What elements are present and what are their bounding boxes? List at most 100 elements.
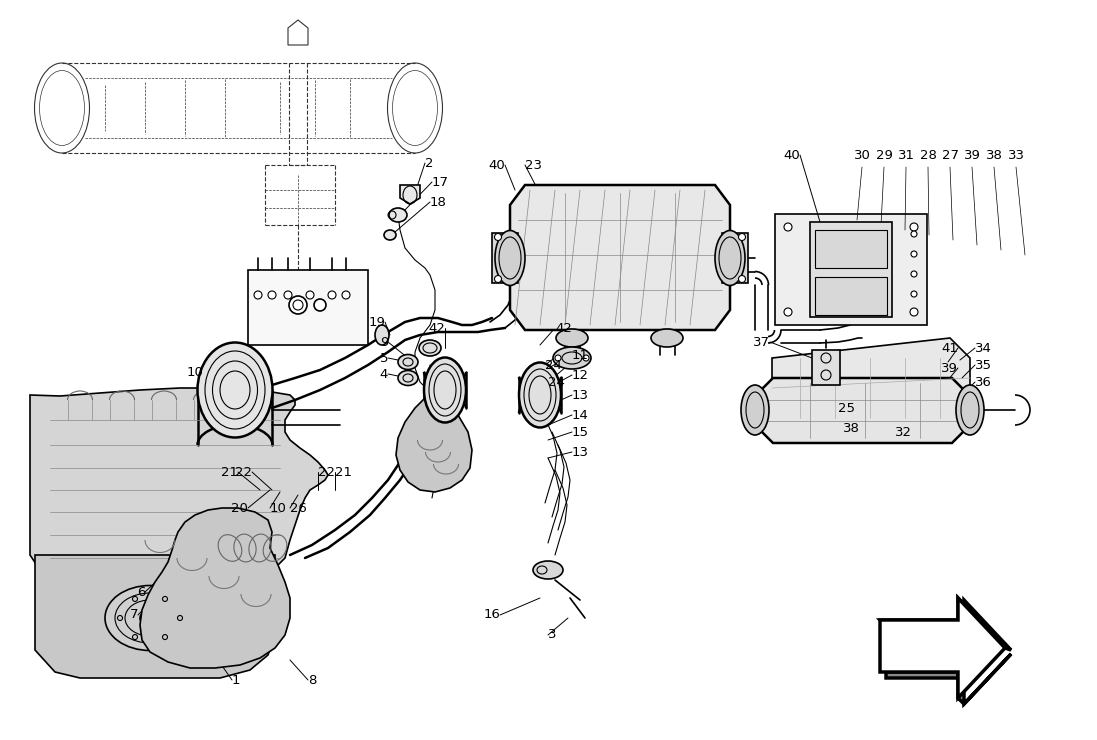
Ellipse shape xyxy=(314,299,326,311)
Text: 39: 39 xyxy=(963,149,981,161)
Ellipse shape xyxy=(738,275,746,283)
Ellipse shape xyxy=(268,291,276,299)
Ellipse shape xyxy=(419,340,441,356)
Ellipse shape xyxy=(911,231,917,237)
Text: 38: 38 xyxy=(985,149,1003,161)
Ellipse shape xyxy=(911,251,917,257)
Text: 38: 38 xyxy=(844,422,860,434)
Text: 12: 12 xyxy=(572,369,589,382)
Text: 39: 39 xyxy=(941,362,958,374)
Text: 35: 35 xyxy=(975,358,992,371)
Text: 41: 41 xyxy=(941,341,958,354)
Ellipse shape xyxy=(342,291,350,299)
Text: 11: 11 xyxy=(572,349,589,362)
Text: 22: 22 xyxy=(235,465,252,479)
Text: 21: 21 xyxy=(335,465,352,479)
Text: 5: 5 xyxy=(380,352,388,365)
Text: 31: 31 xyxy=(897,149,915,161)
Ellipse shape xyxy=(197,343,272,437)
Ellipse shape xyxy=(398,371,418,386)
Text: 42: 42 xyxy=(555,321,572,334)
Text: 26: 26 xyxy=(290,502,307,514)
Text: 25: 25 xyxy=(838,402,855,414)
Ellipse shape xyxy=(519,363,561,428)
Ellipse shape xyxy=(425,357,466,423)
Ellipse shape xyxy=(651,329,683,347)
Text: 8: 8 xyxy=(308,673,316,687)
Bar xyxy=(815,277,887,315)
Ellipse shape xyxy=(556,329,588,347)
Text: 23: 23 xyxy=(525,158,542,172)
Polygon shape xyxy=(140,508,290,668)
Ellipse shape xyxy=(495,275,501,283)
Ellipse shape xyxy=(911,271,917,277)
Text: 18: 18 xyxy=(430,195,446,209)
Text: 14: 14 xyxy=(572,408,589,422)
Polygon shape xyxy=(755,378,970,443)
Ellipse shape xyxy=(289,296,307,314)
Text: 9: 9 xyxy=(380,335,388,349)
Ellipse shape xyxy=(398,354,418,369)
Ellipse shape xyxy=(140,610,160,625)
Ellipse shape xyxy=(293,300,303,310)
Ellipse shape xyxy=(533,561,563,579)
Polygon shape xyxy=(35,555,275,678)
Polygon shape xyxy=(248,270,367,345)
Polygon shape xyxy=(722,233,748,283)
Ellipse shape xyxy=(495,230,525,286)
Text: 6: 6 xyxy=(137,585,145,599)
Ellipse shape xyxy=(553,347,591,369)
Text: 4: 4 xyxy=(380,368,388,380)
Text: 42: 42 xyxy=(428,321,445,334)
Polygon shape xyxy=(491,233,518,283)
Text: 10: 10 xyxy=(270,502,287,514)
Polygon shape xyxy=(396,390,472,492)
Ellipse shape xyxy=(495,234,501,240)
Ellipse shape xyxy=(740,385,769,435)
Polygon shape xyxy=(30,388,328,605)
Ellipse shape xyxy=(389,208,407,222)
Text: 21: 21 xyxy=(220,465,238,479)
Ellipse shape xyxy=(306,291,314,299)
Text: 34: 34 xyxy=(975,341,992,354)
Ellipse shape xyxy=(911,291,917,297)
Text: 1: 1 xyxy=(231,673,240,687)
Text: 13: 13 xyxy=(572,388,589,402)
Bar xyxy=(812,350,840,385)
Text: 36: 36 xyxy=(975,375,992,388)
Polygon shape xyxy=(886,654,1011,704)
Ellipse shape xyxy=(911,223,918,231)
Text: 29: 29 xyxy=(875,149,893,161)
Text: 20: 20 xyxy=(231,502,248,514)
Ellipse shape xyxy=(255,291,262,299)
Text: 40: 40 xyxy=(488,158,505,172)
Text: 33: 33 xyxy=(1007,149,1025,161)
Ellipse shape xyxy=(738,234,746,240)
Bar xyxy=(815,230,887,268)
Ellipse shape xyxy=(715,230,745,286)
Ellipse shape xyxy=(328,291,336,299)
Ellipse shape xyxy=(784,223,792,231)
Ellipse shape xyxy=(911,308,918,316)
Text: 3: 3 xyxy=(548,628,556,642)
Ellipse shape xyxy=(555,355,561,361)
Ellipse shape xyxy=(955,385,984,435)
Text: 15: 15 xyxy=(572,425,589,439)
Polygon shape xyxy=(880,598,1011,650)
Ellipse shape xyxy=(784,308,792,316)
Text: 37: 37 xyxy=(753,335,770,349)
Text: 24: 24 xyxy=(545,358,562,371)
Text: 40: 40 xyxy=(783,149,800,161)
Polygon shape xyxy=(772,338,970,418)
Text: 13: 13 xyxy=(572,445,589,459)
Text: 19: 19 xyxy=(369,315,385,329)
Text: 32: 32 xyxy=(895,425,912,439)
Ellipse shape xyxy=(105,585,195,650)
Text: 17: 17 xyxy=(432,175,449,189)
Polygon shape xyxy=(880,598,1005,698)
Bar xyxy=(810,222,892,317)
Ellipse shape xyxy=(583,355,589,361)
Text: 24: 24 xyxy=(548,375,565,388)
Polygon shape xyxy=(400,185,420,204)
Text: 10: 10 xyxy=(186,366,203,378)
